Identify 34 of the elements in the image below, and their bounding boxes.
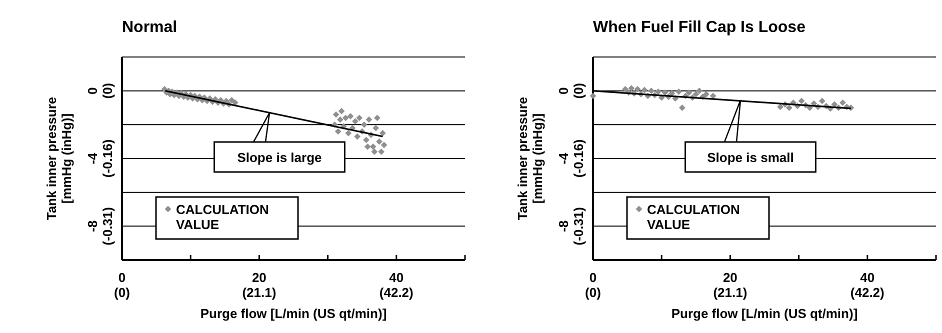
y2-tick-label: (-0.16) xyxy=(100,139,115,178)
y-tick-label: 0 xyxy=(556,87,571,94)
y-tick-label: -8 xyxy=(556,220,571,232)
y-tick-label: -8 xyxy=(85,220,100,232)
x2-tick-label: (21.1) xyxy=(242,285,276,300)
x-axis-title: Purge flow [L/min (US qt/min)] xyxy=(200,306,387,321)
y2-tick-label: (-0.31) xyxy=(100,207,115,246)
x-axis-title: Purge flow [L/min (US qt/min)] xyxy=(671,306,858,321)
x2-tick-label: (21.1) xyxy=(713,285,748,300)
y2-tick-label: (0) xyxy=(571,82,586,99)
x-tick-label: 20 xyxy=(722,270,738,285)
x2-tick-label: (0) xyxy=(114,285,130,300)
annotation: Slope is small xyxy=(707,150,794,165)
x2-tick-label: (42.2) xyxy=(379,285,414,300)
x-tick-label: 20 xyxy=(252,270,266,285)
y-axis-title: Tank inner pressure [mmHg (inHg)] xyxy=(515,96,545,220)
legend-label: CALCULATION VALUE xyxy=(647,202,740,232)
chart-title: Normal xyxy=(122,19,178,36)
chart-title: When Fuel Fill Cap Is Loose xyxy=(593,19,806,36)
legend-label: CALCULATION VALUE xyxy=(176,202,269,232)
y2-tick-label: (-0.16) xyxy=(571,139,586,178)
y-axis-title: Tank inner pressure [mmHg (inHg)] xyxy=(44,96,74,220)
y2-tick-label: (0) xyxy=(100,82,115,99)
y-tick-label: -4 xyxy=(85,152,100,164)
y-tick-label: 0 xyxy=(85,87,100,94)
x-tick-label: 0 xyxy=(118,270,126,285)
x2-tick-label: (0) xyxy=(585,285,601,300)
x-tick-label: 40 xyxy=(860,270,875,285)
x-tick-label: 40 xyxy=(389,270,404,285)
y2-tick-label: (-0.31) xyxy=(571,207,586,246)
annotation: Slope is large xyxy=(237,150,322,165)
x-tick-label: 0 xyxy=(589,270,597,285)
x2-tick-label: (42.2) xyxy=(850,285,884,300)
y-tick-label: -4 xyxy=(556,152,571,164)
